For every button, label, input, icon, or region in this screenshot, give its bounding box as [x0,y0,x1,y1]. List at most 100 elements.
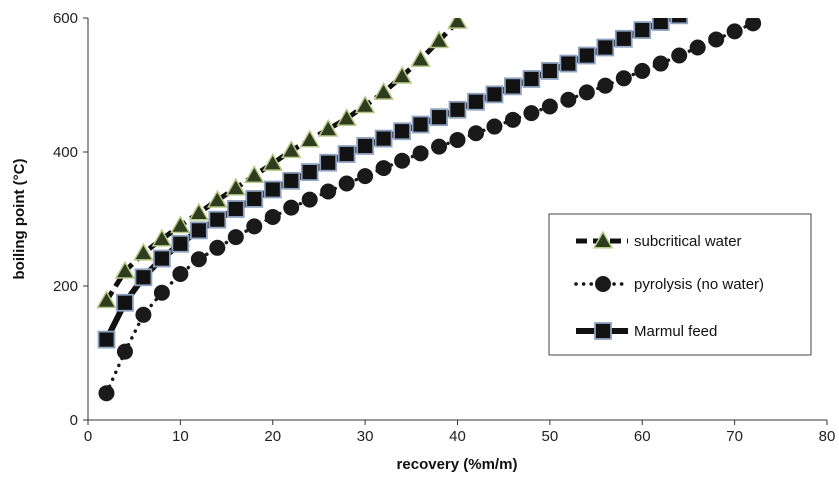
x-axis-title: recovery (%m/m) [397,456,518,473]
y-axis-title: boiling point (°C) [11,159,28,280]
data-point [116,343,133,360]
series-layer [96,18,762,402]
data-point [410,49,431,68]
x-tick-label: 10 [172,428,189,445]
legend-item: subcritical water [576,230,742,250]
data-point [411,115,430,134]
legend-marker [595,276,611,292]
data-point [522,70,541,88]
data-point [633,21,652,39]
x-ticks: 0 10 20 30 40 50 60 70 80 [84,420,835,445]
data-point [354,95,376,114]
data-point [540,62,559,80]
data-point [578,84,595,101]
data-point [320,183,337,200]
data-point [467,92,485,111]
data-point [245,189,264,208]
data-point [356,137,375,155]
data-point [357,168,374,185]
data-point [188,202,210,221]
x-tick-label: 0 [84,428,92,445]
data-point [375,160,392,177]
data-point [485,85,504,104]
legend-marker [592,230,614,249]
data-point [151,228,173,247]
data-point [652,55,669,72]
y-ticks: 0 200 400 600 [53,10,88,429]
data-point [689,39,706,56]
data-point [615,70,632,87]
data-point [467,125,484,142]
x-tick-label: 50 [542,428,559,445]
data-point [243,164,265,183]
data-point [577,46,596,65]
data-point [280,140,302,159]
x-tick-label: 60 [634,428,651,445]
data-point [225,177,247,196]
data-point [133,242,154,261]
data-point [171,234,190,253]
data-point [207,189,228,208]
data-point [504,111,521,128]
data-point [246,218,263,235]
data-point [504,77,522,96]
series-square [97,18,689,349]
y-tick-label: 200 [53,278,78,295]
data-point [96,290,117,309]
data-point [391,65,413,84]
data-point [523,105,540,122]
data-point [283,199,300,216]
data-point [97,330,116,349]
legend: subcritical water pyrolysis (no water) Mar… [548,213,812,356]
data-point [301,191,318,208]
data-point [209,239,226,256]
x-tick-label: 70 [726,428,743,445]
data-point [560,91,577,108]
data-point [263,180,282,199]
data-point [226,200,245,218]
data-point [448,100,467,119]
x-tick-label: 20 [264,428,281,445]
y-tick-label: 400 [53,144,78,161]
legend-marker [594,322,612,340]
x-tick-label: 30 [357,428,374,445]
data-point [116,293,134,312]
data-point [431,138,448,155]
legend-items: subcritical water pyrolysis (no water) Mar… [574,230,764,340]
data-point [449,131,466,148]
legend-label: Marmul feed [634,323,717,340]
data-point [317,118,339,137]
data-point [651,18,670,31]
data-point [596,38,615,57]
data-point [670,18,689,25]
data-point [336,107,357,126]
data-point [393,122,411,141]
data-point [152,249,171,268]
data-point [634,62,651,79]
series-triangle [96,18,468,309]
data-point [745,18,762,32]
data-point [299,129,320,148]
data-point [208,210,227,229]
data-point [190,251,207,268]
data-point [172,265,189,282]
data-point [337,145,356,163]
legend-label: pyrolysis (no water) [634,276,764,293]
legend-item: Marmul feed [576,322,717,340]
legend-item: pyrolysis (no water) [574,276,764,293]
data-point [300,163,319,182]
data-point [597,77,614,94]
data-point [227,229,244,246]
data-point [726,23,743,40]
data-point [486,118,503,135]
data-point [374,129,393,148]
data-point [264,208,281,225]
data-point [282,171,301,190]
data-point [134,268,153,287]
data-point [614,29,633,48]
legend-label: subcritical water [634,233,742,250]
data-point [373,81,394,100]
x-tick-label: 40 [449,428,466,445]
data-point [428,30,450,49]
